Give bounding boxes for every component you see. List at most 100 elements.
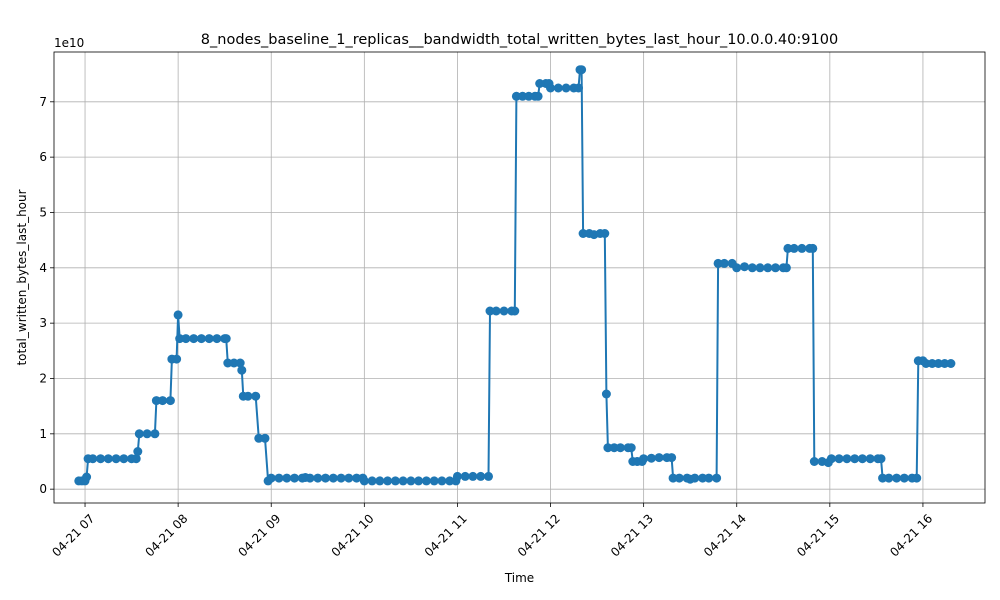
data-point	[111, 454, 121, 464]
data-point	[674, 473, 684, 483]
y-tick-label: 2	[39, 371, 47, 385]
data-point	[344, 473, 354, 483]
data-point	[747, 263, 757, 273]
data-point	[553, 83, 563, 93]
data-point	[771, 263, 780, 273]
data-point	[235, 358, 245, 368]
data-point	[485, 306, 495, 316]
data-point	[175, 334, 185, 344]
data-point	[119, 454, 129, 464]
data-point	[668, 473, 678, 483]
data-point	[600, 229, 610, 238]
data-point	[654, 453, 664, 463]
data-point	[763, 263, 773, 273]
data-point	[429, 476, 439, 486]
data-point	[510, 306, 520, 316]
data-point	[260, 433, 270, 443]
data-point	[328, 473, 338, 483]
data-point	[282, 473, 292, 483]
data-point	[850, 454, 860, 464]
data-point	[103, 454, 113, 464]
data-point	[313, 473, 323, 483]
data-point	[229, 358, 239, 368]
data-point	[826, 454, 836, 464]
data-point	[406, 476, 416, 486]
data-point	[713, 258, 723, 268]
data-point	[857, 454, 867, 464]
data-point	[912, 473, 922, 483]
data-point	[533, 91, 543, 101]
data-point	[414, 476, 424, 486]
data-point	[336, 473, 346, 483]
data-point	[577, 65, 587, 75]
data-point	[518, 91, 528, 101]
data-point	[884, 473, 894, 483]
data-point	[834, 454, 844, 464]
data-point	[452, 471, 462, 481]
data-point	[151, 396, 161, 406]
data-point	[712, 473, 722, 483]
y-tick-label: 1	[39, 427, 47, 441]
series-group	[74, 65, 956, 486]
data-point	[274, 473, 284, 483]
data-point	[615, 443, 625, 453]
data-point	[783, 243, 793, 253]
data-point	[740, 262, 749, 272]
data-point	[131, 454, 141, 464]
data-point	[639, 454, 649, 464]
data-point	[603, 443, 613, 453]
data-point	[251, 391, 261, 401]
data-point	[732, 263, 742, 273]
data-point	[491, 306, 501, 316]
data-point	[204, 334, 214, 344]
data-point	[189, 334, 199, 344]
data-point	[212, 334, 222, 344]
data-point	[359, 476, 369, 486]
data-point	[690, 473, 700, 483]
data-point	[196, 334, 206, 344]
data-point	[535, 79, 545, 88]
data-point	[946, 359, 956, 368]
data-point	[609, 443, 619, 453]
data-point	[626, 443, 636, 453]
data-point	[390, 476, 400, 486]
data-point	[574, 83, 583, 93]
data-point	[237, 365, 247, 375]
data-point	[266, 473, 276, 483]
data-point	[142, 429, 152, 439]
data-point	[476, 471, 486, 481]
data-point	[511, 91, 521, 101]
data-point	[561, 83, 571, 93]
data-point	[398, 476, 408, 486]
y-tick-label: 3	[39, 316, 47, 330]
data-point	[367, 476, 377, 486]
data-point	[876, 454, 886, 464]
data-point	[254, 433, 264, 443]
data-point	[578, 229, 588, 238]
chart-title: 8_nodes_baseline_1_replicas__bandwidth_t…	[201, 32, 838, 48]
y-tick-label: 5	[39, 205, 47, 219]
data-point	[468, 471, 478, 481]
y-tick-label: 7	[39, 95, 47, 109]
data-point	[133, 447, 143, 456]
data-point	[421, 476, 431, 486]
data-point	[808, 243, 818, 253]
data-point	[927, 359, 937, 368]
data-point	[646, 453, 656, 463]
data-point	[809, 457, 819, 466]
data-point	[181, 334, 191, 344]
data-point	[842, 454, 852, 464]
y-tick-label: 4	[39, 261, 47, 275]
data-point	[892, 473, 902, 483]
data-point	[789, 243, 799, 253]
data-point	[437, 476, 447, 486]
data-point	[781, 263, 791, 273]
data-point	[460, 471, 470, 481]
data-point	[290, 473, 299, 483]
data-point	[704, 473, 714, 483]
data-point	[940, 359, 950, 368]
data-point	[865, 454, 875, 464]
data-point	[921, 359, 931, 368]
grid	[54, 52, 985, 503]
